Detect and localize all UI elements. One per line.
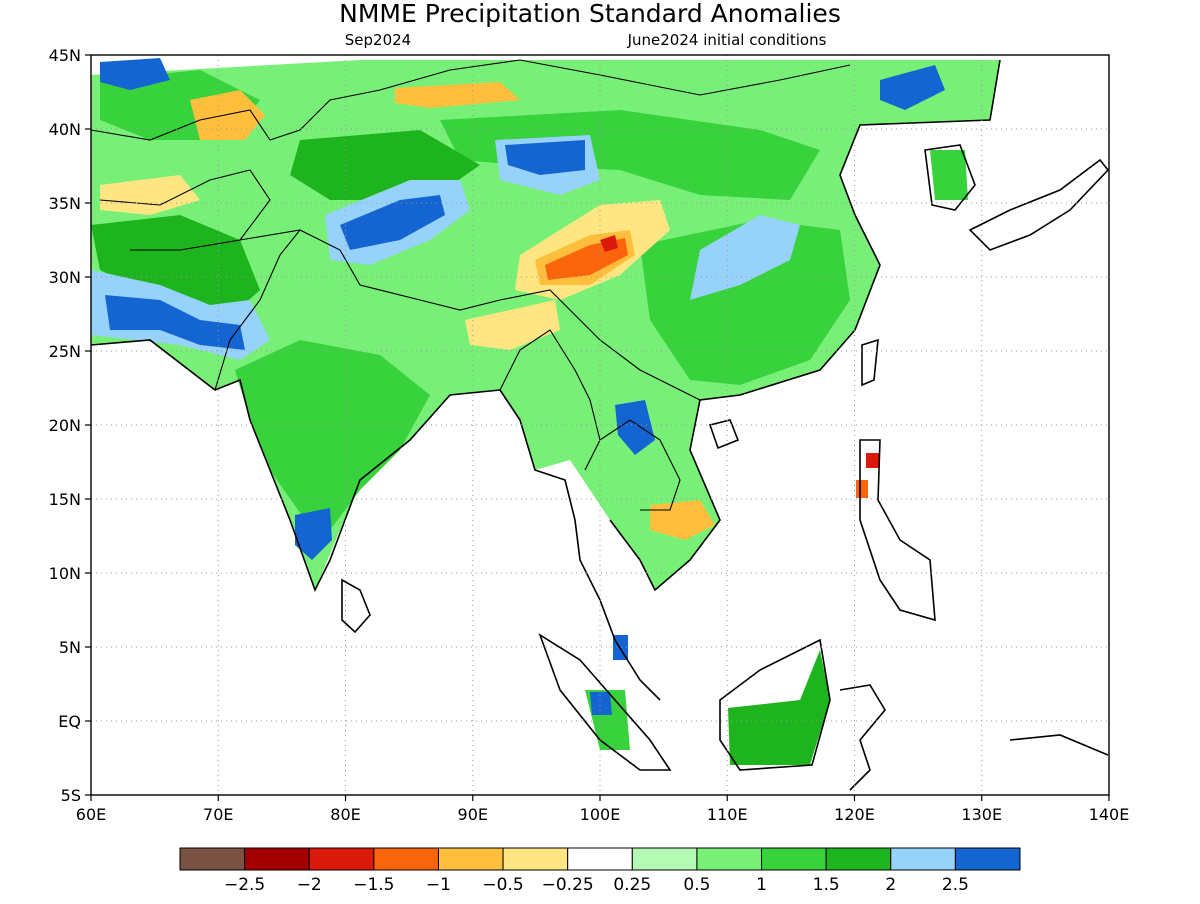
anomaly-region-mongolia-blue [880, 65, 945, 110]
x-tick-label: 120E [834, 805, 875, 824]
legend-swatch [696, 847, 763, 871]
map-area [91, 55, 1109, 795]
y-tick-label: 40N [49, 120, 81, 139]
legend-swatch [437, 847, 504, 871]
legend-label: −1.5 [353, 875, 394, 895]
anomaly-region-south-china [640, 220, 850, 385]
initial-conditions: June2024 initial conditions [627, 31, 827, 49]
anomaly-region-kazakh-blue [100, 58, 170, 90]
legend-swatch [567, 847, 633, 871]
border-laos [599, 419, 681, 511]
anomaly-region-korea-green [930, 150, 968, 200]
legend-label: −0.25 [542, 875, 594, 895]
legend-label: −2 [297, 875, 322, 895]
anomaly-region-india [235, 340, 430, 530]
anomaly-region-sumatra-blue [590, 692, 612, 715]
y-tick-label: 25N [49, 342, 81, 361]
chart-title: NMME Precipitation Standard Anomalies [339, 0, 841, 28]
anomaly-region-china-lightblue [690, 215, 800, 300]
y-tick-label: 45N [49, 46, 81, 65]
grid [91, 55, 1109, 795]
anomaly-field [91, 58, 1000, 765]
coast-sri-lanka [341, 578, 371, 634]
coast-borneo [719, 638, 831, 771]
legend: −2.5 −2 −1.5 −1 −0.5 −0.25 0.25 0.5 1 1.5 2 2.5 [179, 847, 1021, 895]
coast-indochina [499, 389, 661, 701]
legend-label: −0.5 [482, 875, 523, 895]
x-tick-label: 100E [580, 805, 621, 824]
legend-swatch [890, 847, 956, 871]
x-tick-label: 140E [1089, 805, 1130, 824]
border-afghanistan [99, 169, 271, 251]
anomaly-region-xinjiang-orange [395, 82, 520, 108]
x-tick-label: 80E [330, 805, 360, 824]
legend-swatch [308, 847, 375, 871]
coast-sumatra [538, 633, 672, 771]
coast-hainan [708, 419, 740, 450]
target-month: Sep2024 [345, 31, 411, 49]
legend-label: −2.5 [224, 875, 265, 895]
legend-label: −1 [426, 875, 451, 895]
coastlines [91, 59, 1109, 791]
coast-sulawesi [839, 684, 886, 791]
y-tick-label: 15N [49, 490, 81, 509]
anomaly-region-east-tibet-red [600, 235, 618, 252]
coast-south-asia [91, 339, 501, 593]
x-tick-label: 60E [76, 805, 106, 824]
anomaly-region-luzon-orange [856, 480, 868, 498]
x-tick-label: 70E [203, 805, 233, 824]
x-axis: 60E 70E 80E 90E 100E 110E 120E 130E 140E [76, 795, 1130, 824]
coast-korea [924, 144, 976, 211]
legend-label: 1.5 [813, 875, 840, 895]
legend-label: 2.5 [942, 875, 969, 895]
y-axis: 5S EQ 5N 10N 15N 20N 25N 30N 35N 40N 45N [49, 46, 91, 805]
legend-label: 1 [756, 875, 767, 895]
legend-swatch [761, 847, 827, 871]
anomaly-region-laos-blue [615, 400, 655, 455]
y-tick-label: 5S [61, 786, 81, 805]
legend-swatch [179, 847, 246, 871]
legend-swatch [631, 847, 698, 871]
anomaly-region-luzon-red [866, 453, 880, 468]
y-tick-label: EQ [58, 712, 81, 731]
anomaly-region-afghan-yellow [100, 175, 200, 215]
border-pakistan-india [214, 229, 301, 391]
legend-swatch [502, 847, 569, 871]
anomaly-region-pakistan-blue [105, 295, 245, 350]
y-tick-label: 35N [49, 194, 81, 213]
coast-gulf-thailand [609, 59, 1001, 592]
border-himalaya [239, 229, 571, 311]
y-tick-label: 20N [49, 416, 81, 435]
anomaly-region-south-india-blue [295, 508, 332, 560]
legend-label: 0.5 [683, 875, 710, 895]
legend-swatch [373, 847, 439, 871]
anomaly-region-north-china [440, 110, 820, 200]
y-tick-label: 30N [49, 268, 81, 287]
y-tick-label: 5N [59, 638, 81, 657]
coast-taiwan [861, 338, 879, 387]
anomaly-region-tibet-blue [340, 195, 445, 250]
x-tick-label: 90E [458, 805, 488, 824]
legend-swatch [244, 847, 310, 871]
x-tick-label: 130E [961, 805, 1002, 824]
legend-swatch [954, 847, 1021, 871]
anomaly-region-gansu-blue [505, 140, 585, 175]
coast-new-guinea [1009, 734, 1109, 756]
coast-philippines [859, 439, 936, 622]
x-tick-label: 110E [707, 805, 748, 824]
border-china-sea [569, 309, 701, 401]
legend-swatch [825, 847, 892, 871]
anomaly-region-assam-yellow [465, 300, 560, 350]
legend-label: 0.25 [613, 875, 651, 895]
y-tick-label: 10N [49, 564, 81, 583]
anomaly-region-borneo [728, 650, 830, 765]
legend-label: 2 [885, 875, 896, 895]
border-central-asia [91, 89, 381, 141]
